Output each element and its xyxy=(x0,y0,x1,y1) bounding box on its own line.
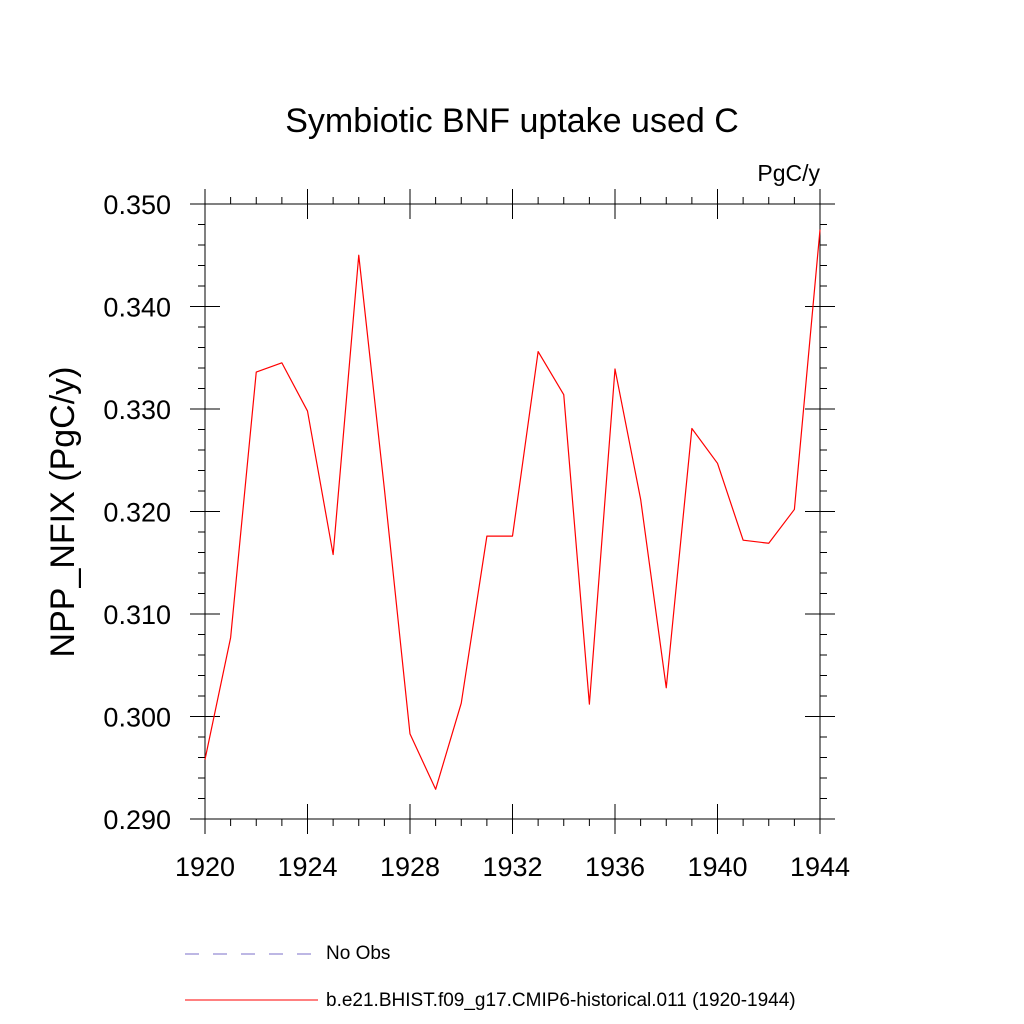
plot-frame xyxy=(204,203,821,820)
series-lines xyxy=(204,229,821,790)
y-tick-label: 0.300 xyxy=(103,703,171,733)
x-tick-label: 1936 xyxy=(585,852,645,882)
series-line-0 xyxy=(204,229,821,790)
x-tick-label: 1944 xyxy=(790,852,850,882)
x-tick-label: 1940 xyxy=(687,852,747,882)
y-tick-label: 0.350 xyxy=(103,190,171,220)
y-tick-label: 0.340 xyxy=(103,293,171,323)
y-tick-labels: 0.290 0.300 0.310 0.320 0.330 0.340 0.350 xyxy=(103,190,171,835)
y-tick-label: 0.310 xyxy=(103,600,171,630)
legend: No Obs b.e21.BHIST.f09_g17.CMIP6-histori… xyxy=(185,943,796,1011)
y-tick-label: 0.290 xyxy=(103,805,171,835)
legend-label-historical: b.e21.BHIST.f09_g17.CMIP6-historical.011… xyxy=(326,990,796,1011)
x-tick-label: 1928 xyxy=(380,852,440,882)
y-axis-label: NPP_NFIX (PgC/y) xyxy=(44,367,82,658)
chart-title: Symbiotic BNF uptake used C xyxy=(285,102,739,140)
y-tick-label: 0.330 xyxy=(103,395,171,425)
legend-label-no-obs: No Obs xyxy=(326,943,390,964)
y-tick-label: 0.320 xyxy=(103,498,171,528)
axis-ticks xyxy=(190,189,835,834)
units-label: PgC/y xyxy=(757,160,820,186)
x-tick-labels: 1920 1924 1928 1932 1936 1940 1944 xyxy=(175,852,850,882)
x-tick-label: 1920 xyxy=(175,852,235,882)
x-tick-label: 1932 xyxy=(482,852,542,882)
x-tick-label: 1924 xyxy=(277,852,337,882)
